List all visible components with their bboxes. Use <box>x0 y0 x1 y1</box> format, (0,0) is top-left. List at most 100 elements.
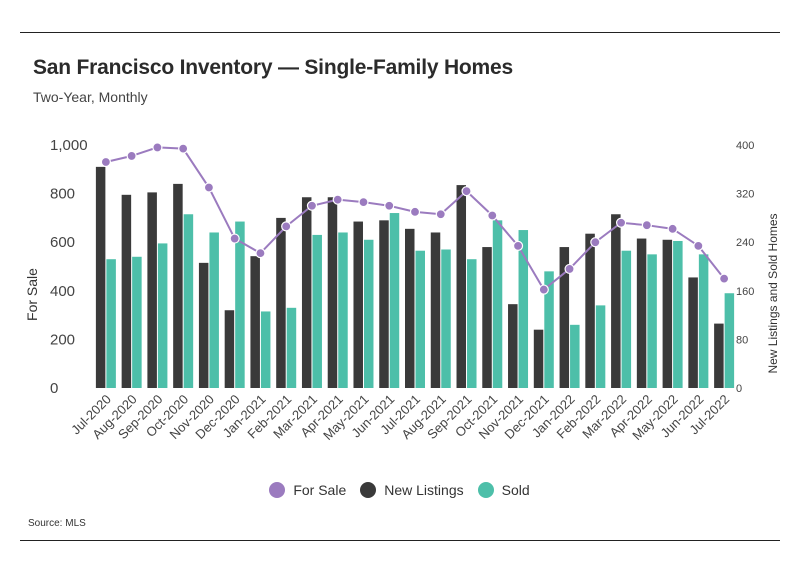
bar-new-listings-feb-2021 <box>276 217 286 388</box>
bar-sold-jan-2021 <box>260 311 271 388</box>
source-note: Source: MLS <box>28 518 86 529</box>
for-sale-point-aug-2020 <box>126 150 137 162</box>
legend-label-for-sale: For Sale <box>293 482 347 498</box>
legend-label-new-listings: New Listings <box>384 482 464 498</box>
legend-swatch-for-sale <box>269 482 286 498</box>
legend-label-sold: Sold <box>501 482 530 498</box>
bar-new-listings-oct-2021 <box>482 247 492 388</box>
legend-swatch-sold <box>477 482 494 498</box>
bar-sold-aug-2021 <box>441 249 451 388</box>
left-axis-title: For Sale <box>24 268 40 321</box>
bar-new-listings-apr-2021 <box>327 197 338 388</box>
bar-sold-jul-2022 <box>724 293 735 388</box>
for-sale-point-apr-2022 <box>641 220 652 231</box>
for-sale-line <box>105 146 725 292</box>
for-sale-line-layer <box>100 142 730 295</box>
bar-new-listings-jan-2021 <box>250 256 260 388</box>
bar-new-listings-aug-2021 <box>430 232 441 388</box>
bar-new-listings-jun-2022 <box>688 277 698 388</box>
bar-sold-may-2022 <box>673 240 683 388</box>
for-sale-point-apr-2021 <box>332 194 343 205</box>
x-axis-ticks: Jul-2020Aug-2020Sep-2020Oct-2020Nov-2020… <box>68 392 732 443</box>
bar-sold-sep-2021 <box>467 259 477 388</box>
bar-new-listings-dec-2021 <box>533 329 544 388</box>
left-axis-ticks: 0 200 400 600 800 1,000 <box>50 137 88 397</box>
chart-subtitle: Two-Year, Monthly <box>33 89 148 105</box>
bar-new-listings-nov-2021 <box>508 304 518 388</box>
bar-sold-jul-2020 <box>106 259 116 388</box>
for-sale-point-aug-2021 <box>435 209 446 220</box>
for-sale-point-jun-2022 <box>693 240 704 251</box>
left-tick-label: 800 <box>50 186 75 203</box>
bar-new-listings-feb-2022 <box>585 233 595 388</box>
bar-new-listings-jan-2022 <box>559 247 570 388</box>
bar-sold-jan-2022 <box>570 324 580 388</box>
bar-new-listings-may-2022 <box>662 239 673 388</box>
for-sale-point-jul-2021 <box>409 206 421 217</box>
bar-new-listings-mar-2022 <box>611 214 621 388</box>
bar-sold-aug-2020 <box>132 256 142 388</box>
bar-new-listings-jul-2022 <box>714 323 724 388</box>
bar-sold-dec-2020 <box>235 221 245 388</box>
right-axis-ticks: 0 80 160 240 320 400 <box>736 140 754 395</box>
right-tick-label: 240 <box>736 237 754 249</box>
bar-sold-dec-2021 <box>544 271 554 388</box>
bar-sold-jun-2021 <box>389 213 400 388</box>
bar-sold-oct-2020 <box>183 214 194 388</box>
for-sale-point-sep-2020 <box>152 142 163 153</box>
bar-sold-apr-2021 <box>338 232 348 388</box>
for-sale-point-nov-2020 <box>203 182 215 193</box>
for-sale-point-dec-2020 <box>229 233 240 244</box>
bar-sold-oct-2021 <box>492 220 503 388</box>
bar-sold-may-2021 <box>363 239 374 388</box>
bar-new-listings-sep-2021 <box>456 185 467 388</box>
for-sale-point-jul-2022 <box>719 273 730 284</box>
bar-new-listings-sep-2020 <box>147 192 157 388</box>
bar-new-listings-dec-2020 <box>224 310 235 388</box>
left-tick-label: 0 <box>50 380 58 397</box>
bar-sold-mar-2022 <box>621 250 632 388</box>
bar-sold-nov-2020 <box>209 232 219 388</box>
bar-sold-nov-2021 <box>518 230 529 388</box>
bar-new-listings-mar-2021 <box>301 197 312 388</box>
bar-sold-jun-2022 <box>698 254 709 388</box>
left-tick-label: 600 <box>50 234 75 251</box>
for-sale-point-feb-2022 <box>590 237 601 248</box>
bar-new-listings-jul-2020 <box>95 166 106 388</box>
right-tick-label: 400 <box>736 140 754 152</box>
for-sale-point-dec-2021 <box>538 284 549 295</box>
bar-new-listings-nov-2020 <box>198 262 209 388</box>
for-sale-point-mar-2021 <box>306 200 318 211</box>
left-tick-label: 400 <box>50 283 75 300</box>
bar-sold-apr-2022 <box>647 254 657 388</box>
legend: For Sale New Listings Sold <box>0 482 799 498</box>
right-tick-label: 0 <box>736 383 742 395</box>
bar-new-listings-jun-2021 <box>379 220 389 388</box>
bar-sold-feb-2021 <box>286 307 297 388</box>
bar-sold-jul-2021 <box>415 250 425 388</box>
legend-swatch-new-listings <box>360 482 377 498</box>
for-sale-point-jan-2022 <box>564 263 575 275</box>
bar-new-listings-may-2021 <box>353 221 363 388</box>
top-rule <box>20 32 780 33</box>
bar-new-listings-oct-2020 <box>173 183 183 388</box>
right-tick-label: 160 <box>736 286 754 298</box>
for-sale-point-jan-2021 <box>255 248 266 259</box>
for-sale-point-oct-2020 <box>178 143 189 154</box>
for-sale-point-jun-2021 <box>384 200 395 211</box>
for-sale-point-oct-2021 <box>487 210 498 221</box>
right-axis-title: New Listings and Sold Homes <box>766 213 780 373</box>
left-tick-label: 200 <box>50 331 75 348</box>
legend-item-new-listings: New Listings <box>360 482 464 498</box>
bottom-rule <box>20 540 780 541</box>
bar-sold-mar-2021 <box>312 234 322 388</box>
legend-item-for-sale: For Sale <box>269 482 346 498</box>
right-tick-label: 320 <box>736 189 754 201</box>
legend-item-sold: Sold <box>477 482 530 498</box>
right-tick-label: 80 <box>736 334 748 346</box>
chart-title: San Francisco Inventory — Single-Family … <box>33 56 513 79</box>
bar-new-listings-aug-2020 <box>121 194 132 388</box>
bar-new-listings-jul-2021 <box>405 228 415 388</box>
left-tick-label: 1,000 <box>50 137 88 154</box>
